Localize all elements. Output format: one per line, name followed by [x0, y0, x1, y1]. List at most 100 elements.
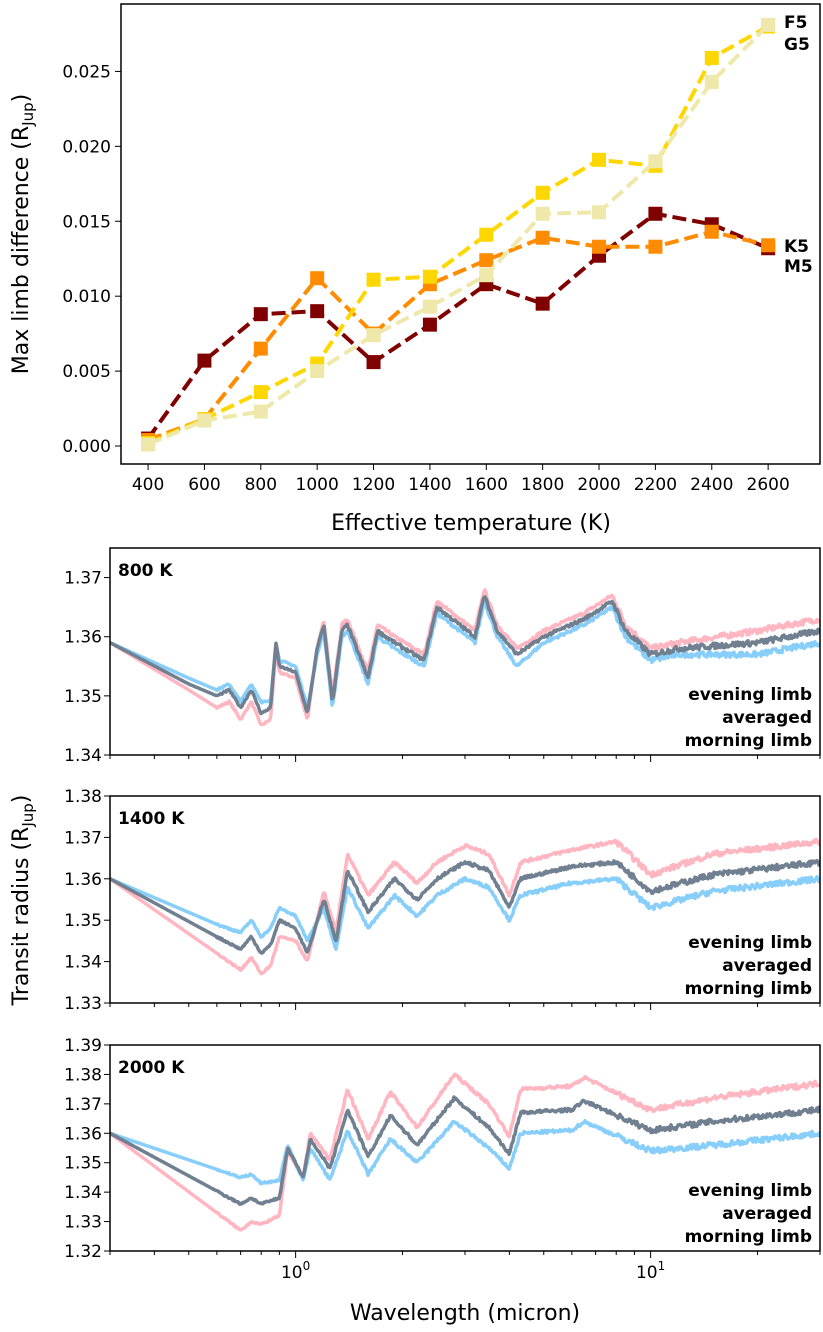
x-tick-label: 101 — [636, 1259, 665, 1283]
marker-G5-2400 — [704, 50, 719, 65]
legend-morning-limb: morning limb — [685, 979, 812, 999]
legend-averaged: averaged — [722, 708, 812, 728]
marker-G5-2000 — [592, 152, 607, 167]
marker-M5-600 — [197, 353, 212, 368]
legend-morning-limb: morning limb — [685, 731, 812, 751]
panel-title: 2000 K — [118, 1058, 185, 1078]
x-axis-label: Effective temperature (K) — [331, 511, 611, 536]
marker-F5-2600 — [761, 17, 776, 32]
series-label-K5: K5 — [784, 237, 809, 257]
marker-F5-2200 — [648, 154, 663, 169]
marker-G5-1800 — [535, 185, 550, 200]
spectrum-evening-limb — [110, 1072, 820, 1232]
panel-frame — [109, 1044, 821, 1252]
panel-title: 800 K — [118, 561, 173, 581]
x-tick-label: 2600 — [747, 475, 790, 495]
marker-F5-1800 — [535, 206, 550, 221]
spectrum-evening-limb — [110, 837, 820, 976]
legend-evening-limb: evening limb — [688, 685, 812, 705]
y-axis-label: Max limb difference (RJup) — [9, 94, 37, 374]
marker-K5-2200 — [648, 239, 663, 254]
x-tick-label: 1000 — [296, 475, 339, 495]
marker-F5-600 — [197, 413, 212, 428]
y-tick-label: 1.35 — [64, 911, 102, 931]
marker-K5-1800 — [535, 230, 550, 245]
y-tick-label: 1.36 — [64, 870, 102, 890]
marker-M5-800 — [253, 307, 268, 322]
x-tick-label: 1400 — [408, 475, 451, 495]
x-tick-label: 1200 — [352, 475, 395, 495]
marker-F5-2000 — [592, 205, 607, 220]
y-tick-label: 1.37 — [64, 828, 102, 848]
y-tick-label: 1.32 — [64, 1242, 102, 1262]
x-tick-label: 100 — [281, 1259, 310, 1283]
series-line-F5 — [147, 23, 770, 447]
marker-M5-1400 — [422, 317, 437, 332]
marker-G5-800 — [253, 385, 268, 400]
y-tick-label: 1.35 — [64, 687, 102, 707]
y-tick-label: 0.015 — [62, 212, 111, 232]
marker-F5-1400 — [422, 299, 437, 314]
top-axes-frame — [120, 3, 821, 465]
marker-F5-1600 — [479, 268, 494, 283]
legend-averaged: averaged — [722, 956, 812, 976]
x-tick-label: 2200 — [634, 475, 677, 495]
spectrum-morning-limb — [110, 600, 820, 709]
panel-2-plot — [110, 1072, 820, 1232]
marker-M5-1000 — [310, 304, 325, 319]
spectrum-morning-limb — [110, 874, 820, 951]
series-label-M5: M5 — [784, 257, 813, 277]
x-tick-label: 2400 — [690, 475, 733, 495]
y-tick-label: 1.33 — [64, 994, 102, 1014]
series-line-G5 — [147, 24, 770, 445]
y-tick-label: 0.005 — [62, 362, 111, 382]
panel-1-plot — [110, 837, 820, 976]
series-line-K5 — [147, 229, 769, 442]
marker-F5-1200 — [366, 328, 381, 343]
marker-M5-2200 — [648, 206, 663, 221]
marker-M5-1800 — [535, 296, 550, 311]
y-tick-label: 1.34 — [64, 746, 102, 766]
marker-K5-1600 — [479, 253, 494, 268]
y-axis-label: Transit radius (RJup) — [9, 795, 37, 1007]
marker-G5-1400 — [422, 269, 437, 284]
marker-F5-2400 — [704, 74, 719, 89]
y-tick-label: 1.33 — [64, 1213, 102, 1233]
y-tick-label: 1.38 — [64, 1065, 102, 1085]
y-tick-label: 1.37 — [64, 1095, 102, 1115]
y-tick-label: 1.36 — [64, 628, 102, 648]
y-tick-label: 0.025 — [62, 62, 111, 82]
spectrum-averaged — [110, 858, 820, 955]
marker-K5-2000 — [592, 239, 607, 254]
legend-morning-limb: morning limb — [685, 1227, 812, 1247]
x-tick-label: 2000 — [577, 475, 620, 495]
legend-evening-limb: evening limb — [688, 1181, 812, 1201]
panel-frame — [109, 795, 821, 1004]
y-tick-label: 1.35 — [64, 1154, 102, 1174]
x-tick-label: 400 — [132, 475, 164, 495]
y-tick-label: 0.000 — [62, 437, 111, 457]
series-line-M5 — [146, 211, 769, 440]
y-tick-label: 1.39 — [64, 1036, 102, 1056]
x-tick-label: 1800 — [521, 475, 564, 495]
marker-K5-2600 — [761, 238, 776, 253]
marker-K5-1000 — [310, 271, 325, 286]
legend-evening-limb: evening limb — [688, 933, 812, 953]
y-tick-label: 0.010 — [62, 287, 111, 307]
y-tick-label: 1.37 — [64, 569, 102, 589]
marker-K5-800 — [253, 341, 268, 356]
x-tick-label: 800 — [245, 475, 277, 495]
marker-M5-1200 — [366, 355, 381, 370]
spectrum-evening-limb — [110, 588, 820, 727]
marker-F5-800 — [253, 404, 268, 419]
x-axis-label: Wavelength (micron) — [350, 1301, 580, 1326]
y-tick-label: 1.34 — [64, 1183, 102, 1203]
y-tick-label: 1.38 — [64, 787, 102, 807]
panel-frame — [109, 547, 821, 756]
x-tick-label: 600 — [188, 475, 220, 495]
legend-averaged: averaged — [722, 1204, 812, 1224]
marker-G5-1200 — [366, 272, 381, 287]
spectrum-averaged — [110, 595, 820, 716]
panel-title: 1400 K — [118, 809, 185, 829]
